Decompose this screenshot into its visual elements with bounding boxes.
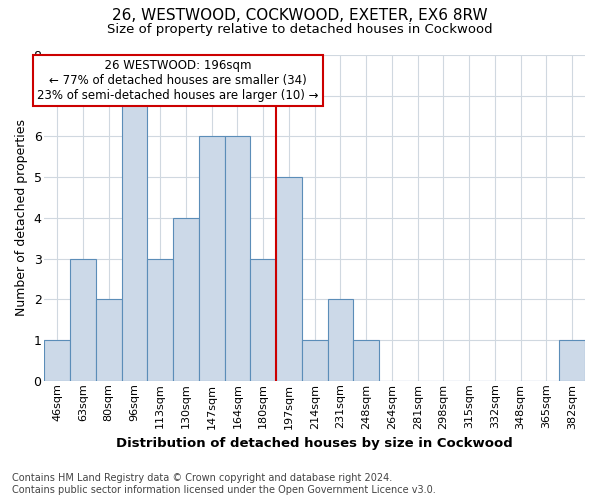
Bar [559, 340, 585, 381]
Bar [328, 300, 353, 381]
Text: 26 WESTWOOD: 196sqm  
← 77% of detached houses are smaller (34)
23% of semi-deta: 26 WESTWOOD: 196sqm ← 77% of detached ho… [37, 59, 319, 102]
Bar [276, 177, 302, 381]
Bar [173, 218, 199, 381]
Text: Contains HM Land Registry data © Crown copyright and database right 2024.
Contai: Contains HM Land Registry data © Crown c… [12, 474, 436, 495]
Bar [44, 340, 70, 381]
Bar [302, 340, 328, 381]
Text: Size of property relative to detached houses in Cockwood: Size of property relative to detached ho… [107, 22, 493, 36]
X-axis label: Distribution of detached houses by size in Cockwood: Distribution of detached houses by size … [116, 437, 513, 450]
Text: 26, WESTWOOD, COCKWOOD, EXETER, EX6 8RW: 26, WESTWOOD, COCKWOOD, EXETER, EX6 8RW [112, 8, 488, 22]
Bar [148, 258, 173, 381]
Bar [70, 258, 96, 381]
Bar [224, 136, 250, 381]
Bar [96, 300, 122, 381]
Y-axis label: Number of detached properties: Number of detached properties [15, 120, 28, 316]
Bar [250, 258, 276, 381]
Bar [199, 136, 224, 381]
Bar [353, 340, 379, 381]
Bar [122, 96, 148, 381]
